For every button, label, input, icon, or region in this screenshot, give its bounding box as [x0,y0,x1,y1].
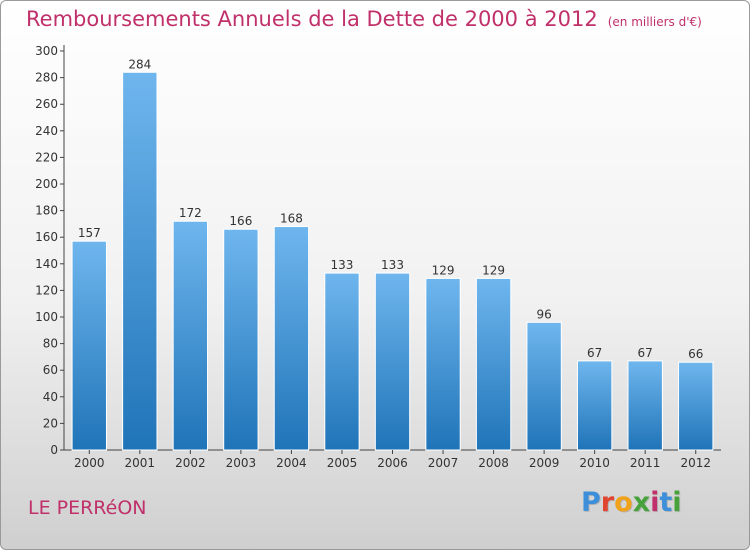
bar-value-label: 67 [638,346,653,360]
bar-value-label: 166 [229,214,252,228]
bar-value-label: 157 [78,226,101,240]
bar [172,220,209,451]
x-tick-label: 2006 [377,456,408,470]
y-tick-label: 60 [43,363,58,377]
bar [273,226,310,451]
y-tick-label: 0 [50,443,58,457]
bar-value-label: 168 [280,212,303,226]
bar-value-label: 129 [482,263,505,277]
bar [223,228,259,451]
x-tick-label: 2005 [327,456,358,470]
y-tick-label: 160 [35,230,58,244]
chart-unit: (en milliers d'€) [607,15,702,29]
x-tick-label: 2001 [125,456,156,470]
bar-value-label: 133 [331,258,354,272]
x-tick-label: 2010 [579,456,610,470]
bar [526,321,562,451]
proxiti-logo: Proxiti [581,487,682,518]
y-tick-label: 180 [35,204,58,218]
bar-value-label: 172 [179,206,202,220]
bar [71,240,107,451]
x-tick-label: 2012 [680,456,711,470]
y-tick-label: 220 [35,150,58,164]
bar-value-label: 96 [536,307,551,321]
logo-letter: o [614,487,633,518]
y-tick-label: 200 [35,177,58,191]
x-tick-label: 2002 [175,456,206,470]
bar [678,361,714,451]
y-tick-label: 280 [35,71,58,85]
x-tick-label: 2009 [529,456,560,470]
x-tick-label: 2003 [226,456,257,470]
chart-title: Remboursements Annuels de la Dette de 20… [26,7,702,31]
bar [324,272,360,451]
bar-value-label: 133 [381,258,404,272]
x-tick-label: 2007 [428,456,459,470]
x-tick-label: 2004 [276,456,307,470]
x-tick-label: 2011 [630,456,661,470]
y-tick-label: 260 [35,97,58,111]
bar [475,277,512,451]
bar [627,360,663,451]
logo-letter: t [659,487,673,518]
logo-letter: P [581,487,601,518]
commune-name: LE PERRéON [28,497,147,519]
bar [576,360,613,451]
bar-value-label: 67 [587,346,602,360]
logo-letter: i [672,487,682,518]
bar-value-label: 66 [688,347,703,361]
y-tick-label: 120 [35,283,58,297]
logo-letter: i [650,487,660,518]
y-tick-label: 80 [43,337,58,351]
bar [122,71,158,451]
bar [374,272,411,451]
y-tick-label: 240 [35,124,58,138]
logo-letter: x [632,487,651,518]
logo-letter: r [600,487,615,518]
y-tick-label: 20 [43,416,58,430]
chart-title-text: Remboursements Annuels de la Dette de 20… [26,7,598,31]
bar [425,277,461,451]
y-tick-label: 140 [35,257,58,271]
x-tick-label: 2000 [74,456,105,470]
bar-value-label: 129 [432,263,455,277]
y-tick-label: 40 [43,390,58,404]
y-tick-label: 100 [35,310,58,324]
y-tick-label: 300 [35,44,58,58]
x-tick-label: 2008 [478,456,509,470]
bar-value-label: 284 [128,57,151,71]
